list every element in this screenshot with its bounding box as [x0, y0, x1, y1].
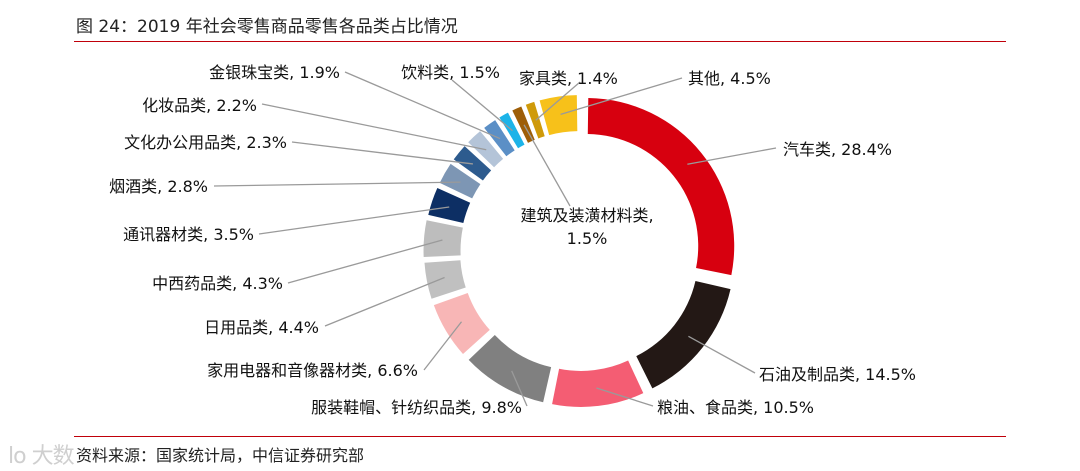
- leader-line: [344, 71, 501, 140]
- donut-slice: [423, 220, 463, 257]
- donut-slice: [525, 101, 545, 139]
- title-divider: [74, 41, 1006, 42]
- source-note: 资料来源：国家统计局，中信证券研究部: [76, 446, 365, 465]
- slice-label: 金银珠宝类, 1.9%: [209, 63, 340, 82]
- slice-label: 烟酒类, 2.8%: [109, 177, 208, 196]
- donut-slice: [439, 163, 481, 199]
- leader-line: [451, 79, 513, 132]
- slice-label: 汽车类, 28.4%: [783, 140, 892, 159]
- slice-label: 家用电器和音像器材类, 6.6%: [207, 361, 418, 380]
- slice-label: 家具类, 1.4%: [519, 69, 618, 88]
- slice-label: 化妆品类, 2.2%: [142, 96, 257, 115]
- donut-slice: [587, 97, 735, 276]
- leader-line: [560, 77, 683, 115]
- donut-slice: [424, 260, 466, 299]
- slice-label: 石油及制品类, 14.5%: [759, 365, 916, 384]
- donut-slice: [468, 335, 552, 403]
- donut-slice: [636, 281, 731, 389]
- leader-line: [261, 103, 487, 151]
- watermark-logo: lo 大数: [8, 444, 75, 469]
- slice-label: 粮油、食品类, 10.5%: [657, 398, 814, 417]
- leader-line: [687, 147, 777, 165]
- slice-label: 饮料类, 1.5%: [401, 63, 500, 82]
- slice-label: 日用品类, 4.4%: [204, 318, 319, 337]
- leader-line: [324, 276, 445, 327]
- slice-label: 其他, 4.5%: [688, 69, 771, 88]
- leader-line: [258, 206, 450, 235]
- leader-line: [287, 239, 443, 284]
- leader-line: [511, 370, 528, 407]
- slice-label: 建筑及装潢材料类, 1.5%: [520, 206, 653, 248]
- leader-line: [596, 387, 654, 407]
- leader-line: [291, 141, 474, 165]
- leader-line: [535, 81, 581, 121]
- leader-line: [423, 321, 463, 371]
- slice-label: 中西药品类, 4.3%: [152, 274, 283, 293]
- slice-label: 通讯器材类, 3.5%: [123, 225, 254, 244]
- donut-slice: [552, 360, 644, 407]
- slice-label: 文化办公用品类, 2.3%: [124, 133, 287, 152]
- donut-slice: [433, 292, 490, 354]
- slice-label: 服装鞋帽、针纺织品类, 9.8%: [311, 398, 522, 417]
- leader-line: [688, 335, 756, 374]
- donut-slice: [428, 188, 471, 224]
- source-divider: [74, 436, 1006, 437]
- leader-line: [213, 181, 461, 187]
- donut-slice: [539, 95, 578, 136]
- leader-line: [523, 124, 571, 207]
- page-title: 图 24：2019 年社会零售商品零售各品类占比情况: [76, 17, 458, 37]
